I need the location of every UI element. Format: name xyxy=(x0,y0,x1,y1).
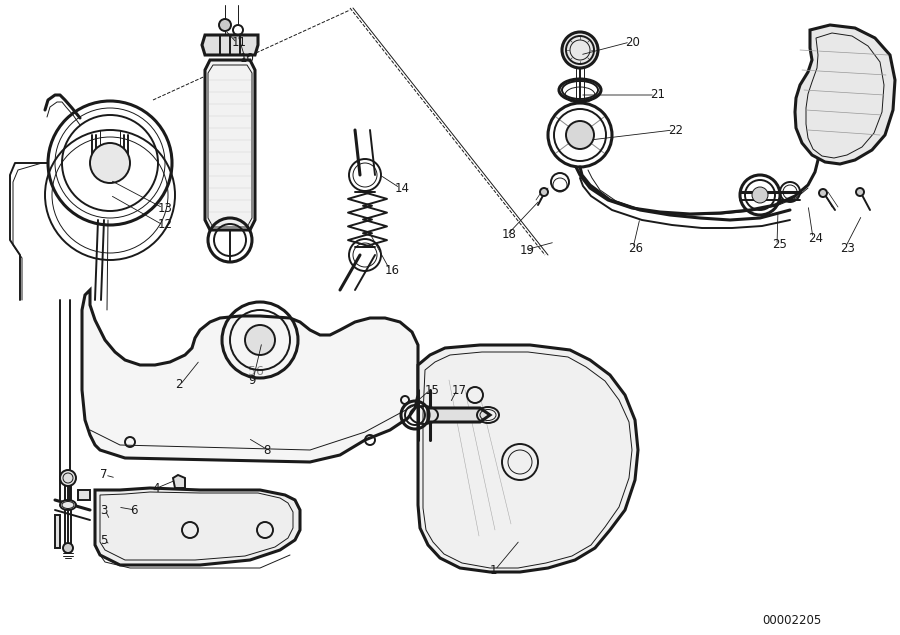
Circle shape xyxy=(566,121,594,149)
Circle shape xyxy=(856,188,864,196)
Text: 19: 19 xyxy=(520,243,535,257)
Polygon shape xyxy=(173,475,185,488)
Polygon shape xyxy=(55,515,60,548)
Text: 5: 5 xyxy=(100,533,107,547)
Polygon shape xyxy=(428,408,490,422)
Circle shape xyxy=(60,470,76,486)
Ellipse shape xyxy=(60,500,76,510)
Text: 2: 2 xyxy=(175,378,183,392)
Text: 25: 25 xyxy=(772,239,787,251)
Circle shape xyxy=(63,543,73,553)
Text: 12: 12 xyxy=(158,218,173,232)
Text: 6: 6 xyxy=(130,504,138,516)
Text: 24: 24 xyxy=(808,232,823,244)
Polygon shape xyxy=(202,35,258,55)
Circle shape xyxy=(562,32,598,68)
Text: 3: 3 xyxy=(100,504,107,516)
Polygon shape xyxy=(95,488,300,565)
Circle shape xyxy=(219,19,231,31)
Text: 8: 8 xyxy=(263,443,270,457)
Text: 11: 11 xyxy=(232,36,247,50)
Text: 17: 17 xyxy=(452,384,467,396)
Polygon shape xyxy=(205,60,255,230)
Text: 9: 9 xyxy=(248,373,256,387)
Circle shape xyxy=(752,187,768,203)
Polygon shape xyxy=(82,290,418,462)
Text: 20: 20 xyxy=(625,36,640,48)
Text: 18: 18 xyxy=(502,229,517,241)
Text: 23: 23 xyxy=(840,241,855,255)
Text: 22: 22 xyxy=(668,123,683,137)
Circle shape xyxy=(245,325,275,355)
Text: 26: 26 xyxy=(628,241,643,255)
Text: 16: 16 xyxy=(385,264,400,276)
Polygon shape xyxy=(795,25,895,164)
Text: 4: 4 xyxy=(152,481,159,495)
Text: 10: 10 xyxy=(240,51,255,65)
Text: 56: 56 xyxy=(248,365,264,378)
Text: 15: 15 xyxy=(425,384,440,396)
Polygon shape xyxy=(78,490,90,500)
Text: 1: 1 xyxy=(490,563,498,577)
Text: 00002205: 00002205 xyxy=(762,613,822,627)
Text: 13: 13 xyxy=(158,201,173,215)
Circle shape xyxy=(819,189,827,197)
Circle shape xyxy=(90,143,130,183)
Text: 21: 21 xyxy=(650,88,665,102)
Polygon shape xyxy=(418,345,638,572)
Text: 7: 7 xyxy=(100,469,107,481)
Text: 14: 14 xyxy=(395,182,410,194)
Circle shape xyxy=(540,188,548,196)
